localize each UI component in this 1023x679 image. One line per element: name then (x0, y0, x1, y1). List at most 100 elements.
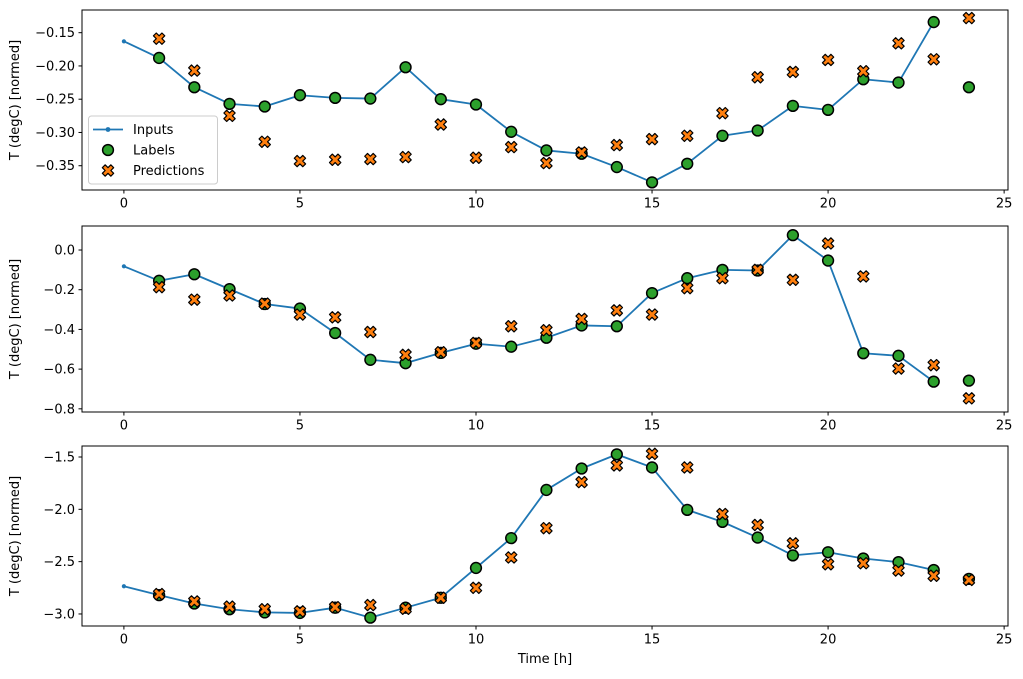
predictions-marker (293, 154, 307, 168)
predictions-marker (469, 336, 483, 350)
y-tick-label: −0.35 (35, 159, 75, 174)
labels-marker (293, 89, 307, 102)
labels-marker (645, 176, 659, 189)
labels-marker (857, 347, 870, 360)
legend-label-labels: Labels (133, 144, 175, 159)
y-tick-label: 0.0 (54, 244, 75, 259)
predictions-marker (223, 600, 236, 613)
predictions-marker (152, 280, 166, 294)
x-tick-label: 20 (820, 633, 837, 648)
y-tick-label: −2.0 (43, 503, 75, 518)
x-tick-label: 0 (120, 197, 128, 212)
y-tick-label: −0.8 (43, 402, 75, 417)
predictions-marker (751, 263, 764, 277)
y-tick-label: −3.0 (43, 607, 75, 622)
predictions-marker (540, 156, 553, 170)
predictions-marker (258, 135, 271, 149)
x-tick-label: 25 (996, 197, 1013, 212)
axes-frame (81, 445, 1009, 627)
predictions-marker (786, 537, 800, 550)
axes-frame (81, 225, 1009, 413)
predictions-marker (927, 53, 940, 66)
labels-marker (223, 97, 236, 111)
x-tick-label: 5 (296, 419, 304, 434)
predictions-marker (927, 569, 940, 583)
predictions-marker (328, 600, 342, 614)
subplot-1: 0 5 10 15 20 25 −0.15 −0.20 −0.25 −0.30 −0.35 T (de… (8, 9, 1013, 212)
legend: Inputs Labels Predictions (88, 115, 218, 185)
y-tick-label: −0.25 (35, 93, 75, 108)
labels-marker (716, 129, 729, 142)
labels-marker (892, 76, 905, 89)
x-axis-label: Time [h] (517, 652, 572, 667)
labels-marker (751, 124, 764, 137)
legend-label-predictions: Predictions (133, 164, 205, 179)
labels-marker (364, 611, 377, 624)
labels-marker (927, 375, 940, 388)
x-tick-label: 20 (820, 197, 837, 212)
predictions-marker (469, 581, 483, 595)
x-tick-label: 25 (996, 633, 1013, 648)
predictions-marker (751, 70, 764, 84)
y-tick-label: −0.2 (43, 283, 75, 298)
labels-marker (505, 531, 518, 545)
predictions-marker (399, 348, 412, 362)
legend-predictions-x-icon (101, 164, 115, 177)
y-tick-label: −0.6 (43, 363, 75, 378)
labels-marker (927, 15, 940, 29)
labels-marker (188, 81, 201, 94)
predictions-marker (399, 602, 412, 615)
predictions-marker (575, 475, 588, 489)
predictions-marker (504, 551, 518, 564)
predictions-marker (364, 325, 377, 339)
x-tick-label: 10 (468, 419, 485, 434)
predictions-marker (857, 270, 870, 283)
labels-marker (645, 286, 659, 300)
inputs-point-marker (121, 39, 126, 44)
subplot-3: 0 5 10 15 20 25 −1.5 −2.0 −2.5 −3.0 T (degC) [norm… (8, 445, 1013, 648)
predictions-marker (962, 11, 976, 25)
x-tick-label: 15 (644, 197, 661, 212)
labels-marker (681, 157, 694, 170)
labels-marker (575, 462, 588, 475)
y-tick-label: −0.4 (43, 323, 75, 338)
legend-inputs-dot-icon (105, 127, 111, 132)
y-axis-label: T (degC) [normed] (8, 476, 23, 597)
labels-marker (610, 320, 623, 333)
subplot-2: 0 5 10 15 20 25 0.0 −0.2 −0.4 −0.6 −0.8 T (degC) [n… (8, 225, 1012, 434)
predictions-marker (892, 564, 905, 577)
predictions-marker (645, 447, 659, 461)
predictions-marker (927, 358, 940, 372)
labels-marker (681, 503, 694, 516)
labels-marker (962, 81, 976, 94)
predictions-marker (751, 518, 764, 532)
labels-marker (821, 546, 835, 559)
inputs-point-marker (121, 584, 126, 589)
predictions-marker (857, 556, 870, 570)
predictions-marker (188, 293, 201, 306)
predictions-marker (223, 289, 236, 302)
predictions-marker (293, 605, 307, 618)
predictions-marker (188, 595, 201, 608)
inputs-line (123, 234, 935, 383)
predictions-marker (645, 308, 659, 321)
predictions-marker (786, 65, 800, 79)
labels-marker (645, 461, 659, 474)
predictions-marker (610, 459, 624, 472)
predictions-marker (364, 152, 377, 166)
y-tick-label: −2.5 (43, 555, 75, 570)
labels-marker (364, 92, 377, 105)
labels-marker (540, 144, 553, 157)
predictions-marker (328, 311, 342, 324)
predictions-marker (293, 308, 307, 321)
labels-marker (681, 272, 694, 285)
predictions-marker (504, 319, 518, 333)
labels-marker (821, 103, 835, 116)
labels-marker (258, 100, 271, 113)
x-tick-label: 15 (644, 419, 661, 434)
predictions-marker (328, 153, 342, 166)
x-tick-label: 5 (296, 197, 304, 212)
predictions-marker (540, 323, 553, 337)
